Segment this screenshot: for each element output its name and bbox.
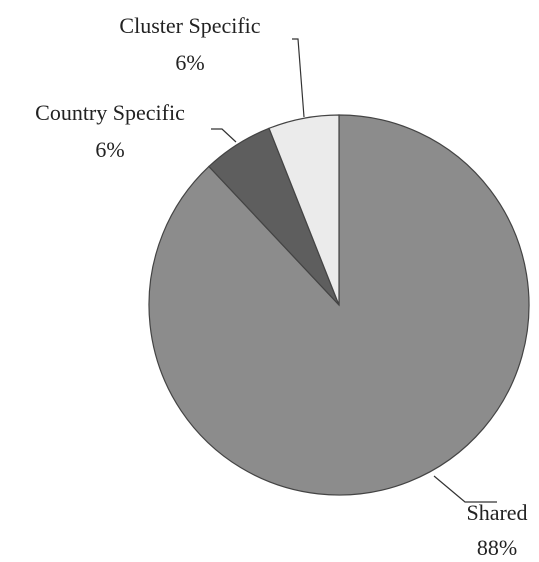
slice-label: Country Specific	[35, 100, 185, 125]
slice-label: Shared	[466, 500, 527, 525]
value-label: 6%	[95, 137, 124, 162]
slice-label: Cluster Specific	[119, 13, 260, 38]
value-label: 88%	[477, 535, 517, 560]
leader-line	[211, 128, 237, 143]
value-label: 6%	[175, 50, 204, 75]
leader-line	[433, 475, 497, 503]
leader-line	[292, 38, 305, 118]
pie-slice	[268, 114, 340, 306]
